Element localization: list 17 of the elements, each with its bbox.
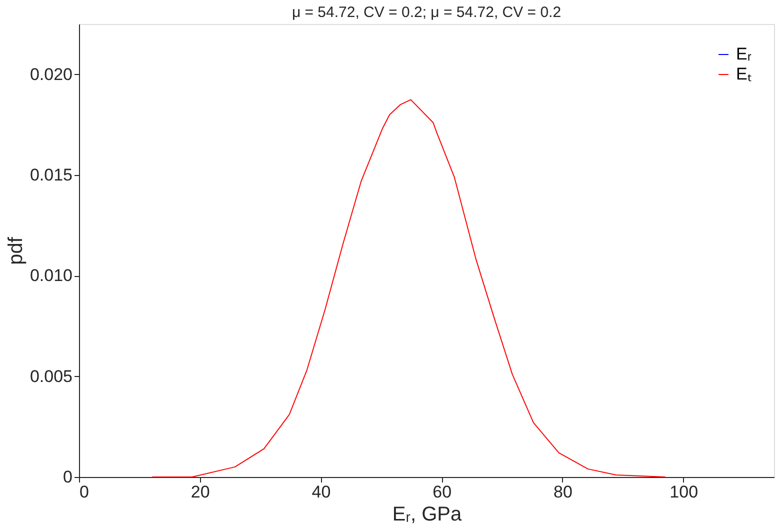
y-tick-label: 0.015: [30, 166, 72, 184]
x-tick-label: 40: [312, 482, 331, 502]
y-axis-title: pdf: [4, 236, 27, 265]
line-series: [152, 99, 666, 478]
x-axis-title: Eᵣ, GPa: [392, 504, 463, 526]
y-tick-label: 0.020: [30, 64, 72, 84]
x-tick-label: 100: [670, 482, 698, 502]
x-tick-label: 20: [190, 482, 210, 502]
x-tick-label: 0: [80, 482, 89, 502]
y-tick-label: 0: [63, 468, 72, 486]
y-tick-label: 0.005: [30, 366, 72, 386]
x-tick-label: 80: [554, 482, 572, 502]
legend-label: Eₜ: [736, 64, 752, 84]
y-tick-label: 0.010: [30, 266, 72, 286]
x-tick-label: 60: [432, 482, 452, 502]
legend-label: Eᵣ: [736, 44, 752, 64]
chart-title: μ = 54.72, CV = 0.2; μ = 54.72, CV = 0.2: [292, 4, 562, 21]
